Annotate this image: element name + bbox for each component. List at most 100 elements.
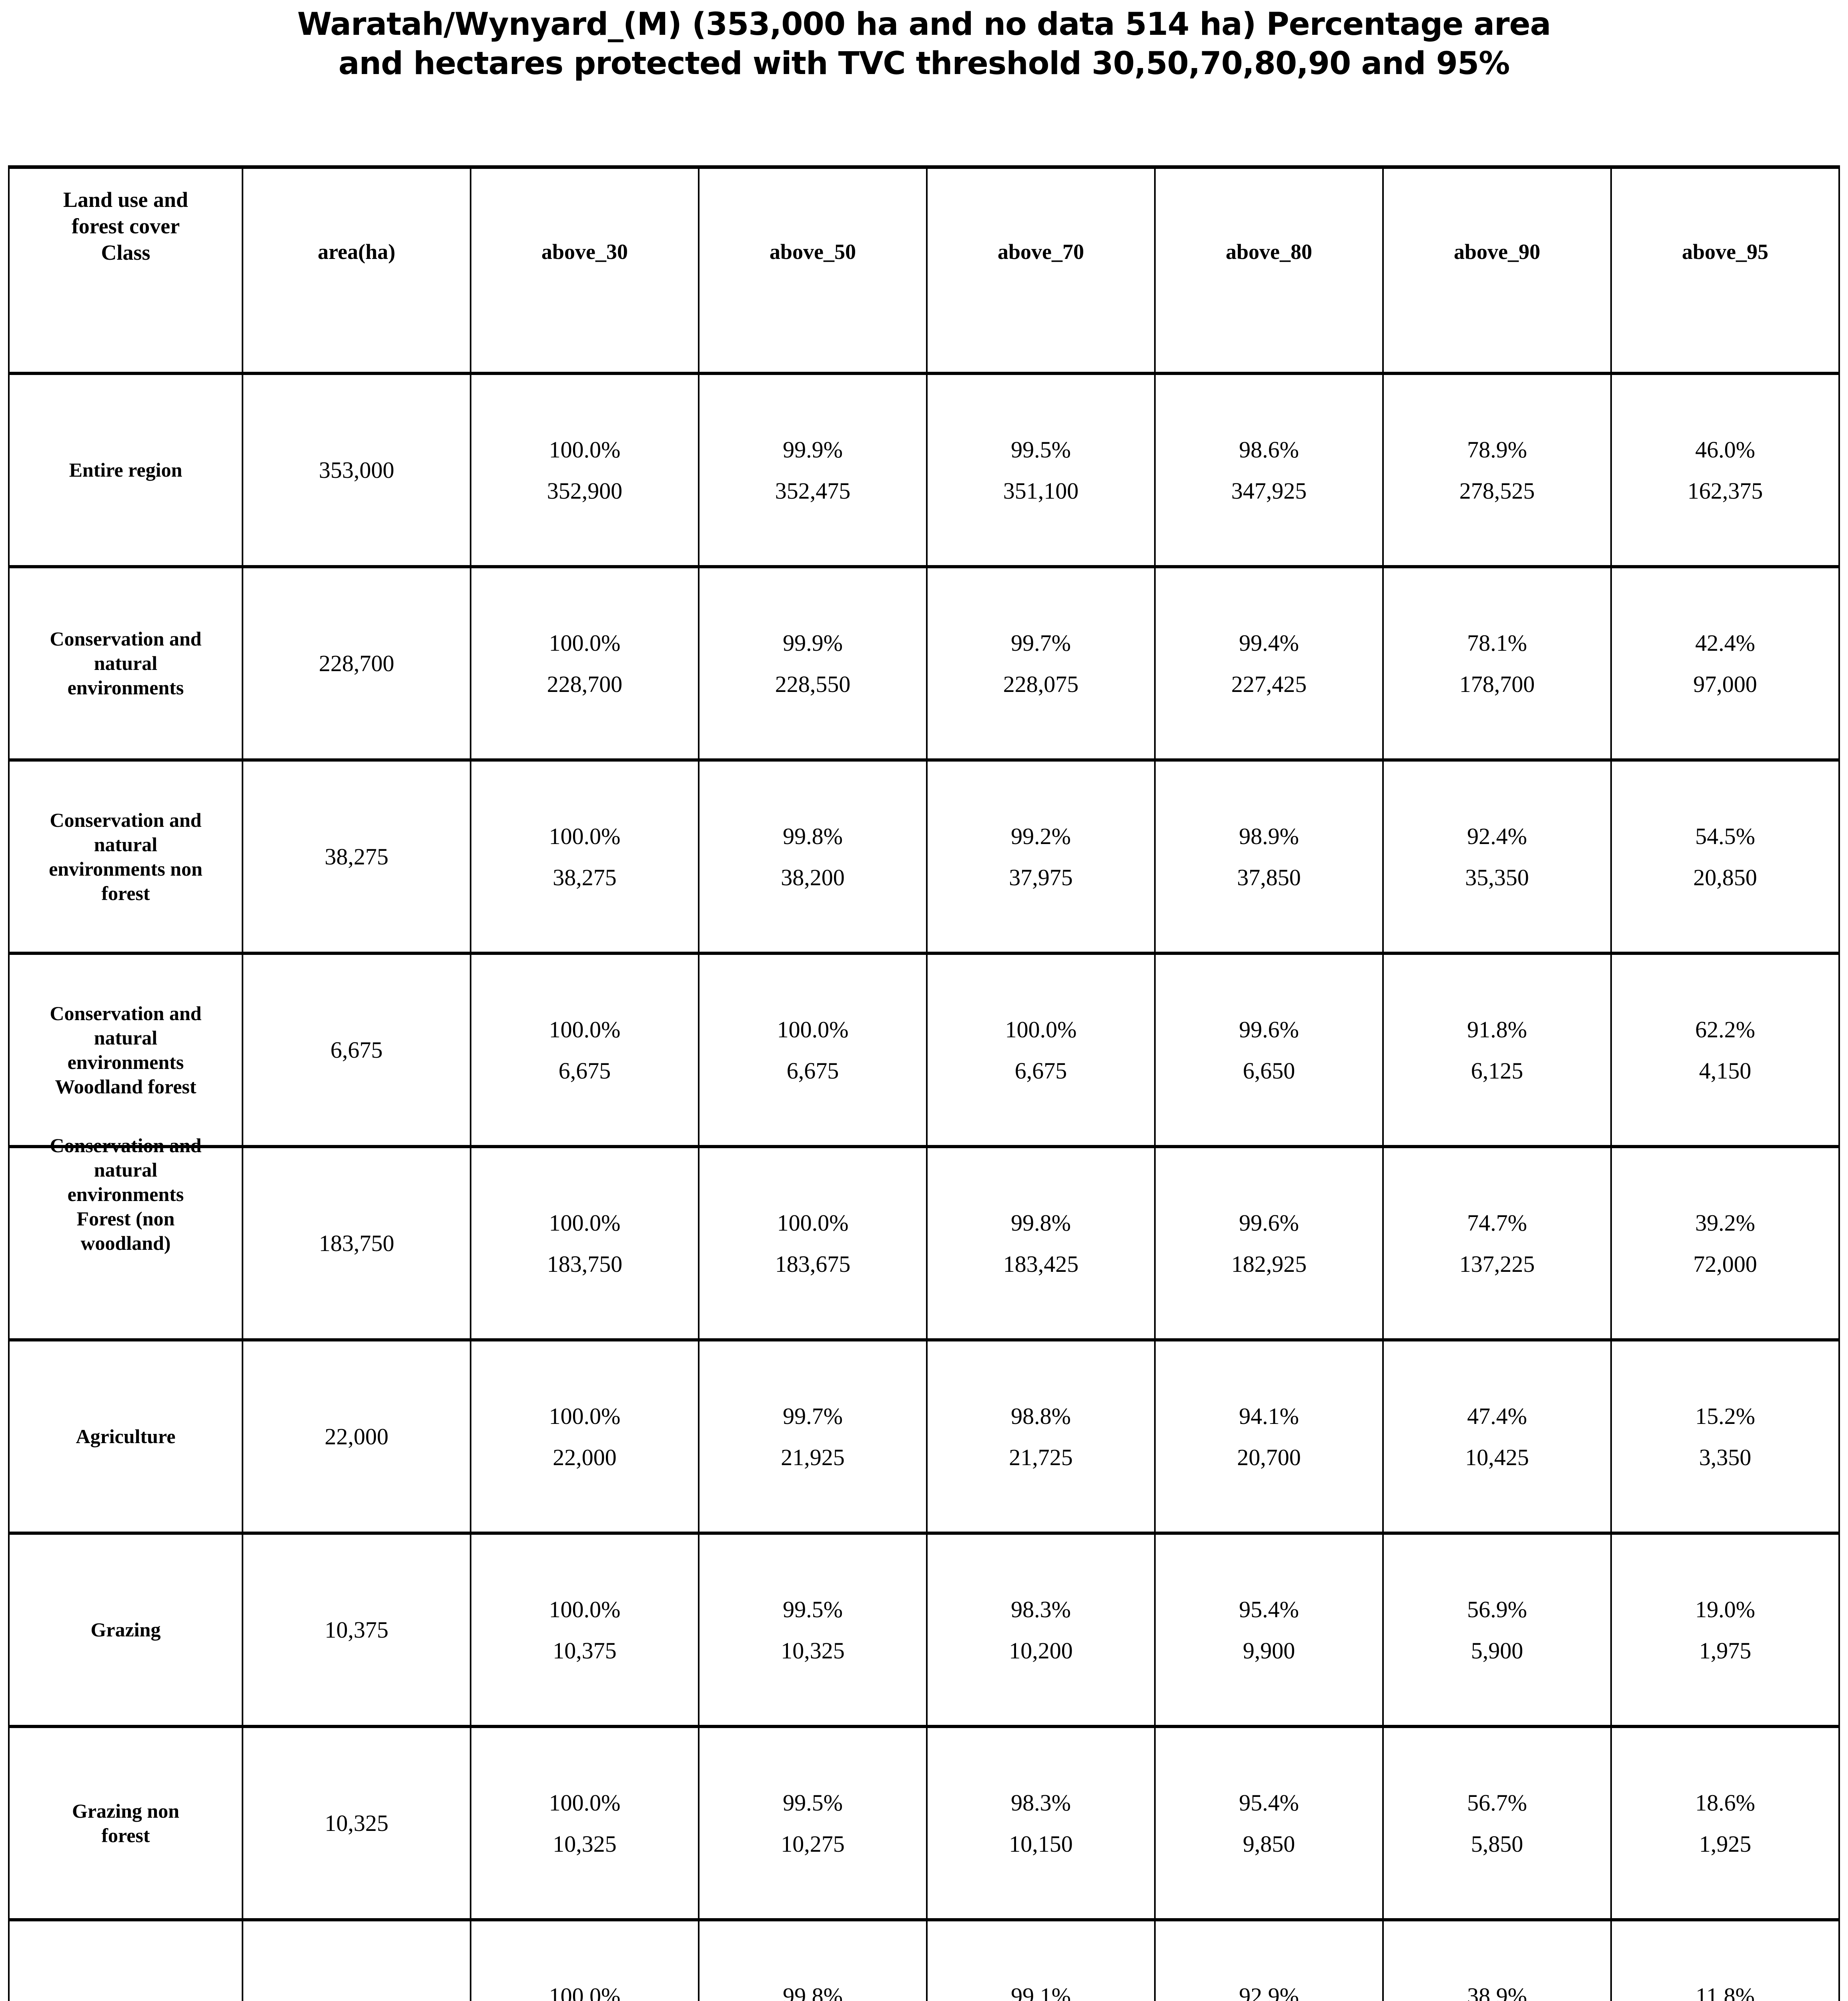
threshold-cell: 99.9% 352,475 [698, 375, 926, 565]
hectares-value: 352,475 [775, 477, 851, 504]
percent-value: 92.9% [1239, 1983, 1299, 2001]
threshold-cell: 99.4% 227,425 [1154, 568, 1382, 758]
threshold-cell: 99.6% 6,650 [1154, 955, 1382, 1145]
table-row: Conservation and natural environments no… [10, 758, 1838, 952]
threshold-cell: 98.3% 10,150 [926, 1728, 1154, 1918]
percent-value: 19.0% [1695, 1596, 1755, 1622]
threshold-cell: 99.7% 21,925 [698, 1341, 926, 1532]
hectares-value: 178,700 [1459, 671, 1535, 697]
threshold-cell: 38.9%4,525 [1382, 1921, 1610, 2001]
percent-value: 98.6% [1239, 436, 1299, 463]
hectares-value: 20,700 [1237, 1444, 1301, 1470]
hectares-value: 10,425 [1465, 1444, 1529, 1470]
hectares-value: 9,900 [1243, 1637, 1295, 1664]
hectares-value: 4,150 [1699, 1057, 1752, 1084]
threshold-cell: 19.0% 1,975 [1610, 1535, 1838, 1725]
percent-value: 56.9% [1467, 1596, 1527, 1622]
table-row: Grazing non forest 10,325 100.0% 10,325 99.5… [10, 1725, 1838, 1918]
hectares-value: 10,200 [1009, 1637, 1073, 1664]
percent-value: 99.6% [1239, 1016, 1299, 1043]
percent-value: 92.4% [1467, 823, 1527, 849]
area-value: 10,325 [325, 1810, 389, 1836]
percent-value: 100.0% [549, 823, 621, 849]
percent-value: 99.7% [783, 1403, 843, 1429]
threshold-cell: 100.0% 22,000 [470, 1341, 698, 1532]
percent-value: 99.5% [1011, 436, 1071, 463]
percent-value: 46.0% [1695, 436, 1755, 463]
threshold-cell: 100.0% 228,700 [470, 568, 698, 758]
hectares-value: 3,350 [1699, 1444, 1752, 1470]
row-label-cell: Grazing [10, 1535, 242, 1725]
table-header-row: Land use and forest cover Class area(ha)… [10, 169, 1838, 372]
percent-value: 54.5% [1695, 823, 1755, 849]
table-row: Conservation and natural environments 228… [10, 565, 1838, 758]
threshold-cell: 99.7% 228,075 [926, 568, 1154, 758]
threshold-cell: 98.6% 347,925 [1154, 375, 1382, 565]
hectares-value: 347,925 [1231, 477, 1307, 504]
table-body: Entire region 353,000 100.0% 352,900 99.9% 35… [10, 372, 1838, 2001]
hectares-value: 278,525 [1459, 477, 1535, 504]
percent-value: 91.8% [1467, 1016, 1527, 1043]
row-label-cell: Conservation and natural environments no… [10, 762, 242, 952]
hectares-value: 10,275 [781, 1831, 845, 1857]
percent-value: 100.0% [549, 1209, 621, 1236]
threshold-cell: 42.4% 97,000 [1610, 568, 1838, 758]
hectares-value: 5,850 [1471, 1831, 1523, 1857]
percent-value: 98.8% [1011, 1403, 1071, 1429]
threshold-cell: 99.9% 228,550 [698, 568, 926, 758]
row-label-cell: Irrigation [10, 1921, 242, 2001]
hectares-value: 38,275 [553, 864, 617, 890]
area-value: 22,000 [325, 1424, 389, 1450]
hectares-value: 162,375 [1687, 477, 1763, 504]
threshold-cell: 99.8% 183,425 [926, 1148, 1154, 1338]
threshold-cell: 56.9% 5,900 [1382, 1535, 1610, 1725]
threshold-cell: 78.1% 178,700 [1382, 568, 1610, 758]
page-title-line2: and hectares protected with TVC threshol… [338, 46, 1510, 82]
header-cell-above-90: above_90 [1382, 169, 1610, 372]
threshold-cell: 62.2% 4,150 [1610, 955, 1838, 1145]
threshold-cell: 18.6% 1,925 [1610, 1728, 1838, 1918]
hectares-value: 6,650 [1243, 1057, 1295, 1084]
hectares-value: 21,925 [781, 1444, 845, 1470]
area-cell: 10,325 [242, 1728, 470, 1918]
percent-value: 56.7% [1467, 1789, 1527, 1816]
area-value: 228,700 [319, 650, 395, 676]
area-cell: 38,275 [242, 762, 470, 952]
threshold-cell: 100.0% 10,325 [470, 1728, 698, 1918]
percent-value: 98.3% [1011, 1596, 1071, 1622]
hectares-value: 1,975 [1699, 1637, 1752, 1664]
hectares-value: 6,675 [786, 1057, 839, 1084]
area-cell: 22,000 [242, 1341, 470, 1532]
hectares-value: 97,000 [1693, 671, 1757, 697]
threshold-cell: 99.5% 351,100 [926, 375, 1154, 565]
area-cell: 353,000 [242, 375, 470, 565]
percent-value: 98.3% [1011, 1789, 1071, 1816]
row-label: Grazing non forest [72, 1799, 180, 1847]
area-cell: 228,700 [242, 568, 470, 758]
percent-value: 100.0% [549, 1016, 621, 1043]
percent-value: 99.8% [783, 823, 843, 849]
percent-value: 99.8% [783, 1983, 843, 2001]
percent-value: 78.1% [1467, 630, 1527, 656]
hectares-value: 38,200 [781, 864, 845, 890]
threshold-cell: 39.2% 72,000 [1610, 1148, 1838, 1338]
hectares-value: 228,700 [547, 671, 623, 697]
hectares-value: 6,675 [558, 1057, 611, 1084]
page-title-line1: Waratah/Wynyard_(M) (353,000 ha and no d… [297, 6, 1551, 42]
row-label: Grazing [90, 1618, 161, 1641]
row-label: Conservation and natural environments Fo… [50, 1134, 202, 1254]
area-cell: 183,750 [242, 1148, 470, 1338]
table-row: Conservation and natural environments Wo… [10, 952, 1838, 1145]
threshold-cell: 99.1%11,525 [926, 1921, 1154, 2001]
percent-value: 15.2% [1695, 1403, 1755, 1429]
percent-value: 98.9% [1239, 823, 1299, 849]
area-value: 10,375 [325, 1617, 389, 1643]
percent-value: 94.1% [1239, 1403, 1299, 1429]
threshold-cell: 92.4% 35,350 [1382, 762, 1610, 952]
threshold-cell: 99.5% 10,275 [698, 1728, 926, 1918]
table-row: Conservation and natural environments Fo… [10, 1134, 1838, 1338]
area-value: 6,675 [330, 1037, 383, 1063]
percent-value: 47.4% [1467, 1403, 1527, 1429]
percent-value: 100.0% [549, 1596, 621, 1622]
header-cell-above-95: above_95 [1610, 169, 1838, 372]
